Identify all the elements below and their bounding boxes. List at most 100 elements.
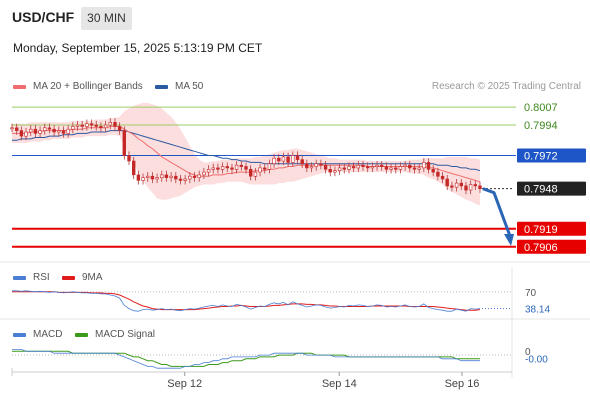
instrument-title: USD/CHF	[12, 9, 75, 25]
candle-body	[295, 155, 300, 160]
legend-macd-signal: MACD Signal	[75, 329, 155, 340]
candle-body	[478, 185, 482, 189]
macd-last-label: -0.00	[525, 355, 548, 366]
candle-body	[10, 127, 14, 130]
price-level-text: 0.7994	[524, 120, 558, 132]
x-tick-label: Sep 14	[322, 378, 357, 390]
credit-text: Research © 2025 Trading Central	[431, 81, 581, 92]
rsi-line	[12, 290, 481, 312]
legend-rsi-swatch	[13, 275, 26, 280]
candle-body	[117, 126, 122, 131]
candle-body	[211, 167, 215, 170]
legend-ma50: MA 50	[155, 81, 203, 92]
candle-body	[206, 169, 211, 173]
ma50-line	[12, 130, 481, 172]
legend-macd: MACD	[13, 329, 62, 340]
price-level-tag	[517, 239, 586, 254]
rsi-last-label: 38.14	[525, 305, 550, 316]
candle-body	[286, 156, 290, 163]
candle-body	[323, 164, 328, 170]
candle-body	[361, 164, 365, 167]
candle-body	[262, 167, 267, 170]
candle-body	[351, 166, 356, 169]
candle-body	[61, 130, 66, 134]
candle-body	[389, 167, 393, 170]
rsi-level-label: 70	[525, 288, 537, 299]
candle-body	[459, 182, 463, 187]
candle-body	[183, 178, 187, 181]
x-tick-label: Sep 16	[445, 378, 480, 390]
candle-body	[370, 166, 375, 169]
candle-body	[150, 175, 155, 180]
candle-body	[267, 163, 272, 170]
legend-rsi-ma-swatch	[62, 275, 75, 280]
rsi-ma9-line	[12, 291, 481, 311]
legend-ma50-swatch	[155, 84, 168, 89]
candle-body	[342, 167, 346, 170]
candle-body	[249, 169, 253, 177]
candle-body	[174, 175, 178, 180]
candle-body	[328, 169, 332, 173]
candle-body	[431, 169, 435, 173]
timeframe-button[interactable]: 30 MIN	[81, 7, 132, 30]
candle-body	[155, 177, 159, 180]
legend-ma20-swatch	[13, 84, 26, 89]
candle-body	[57, 130, 61, 133]
forecast-arrow	[482, 187, 512, 237]
candle-body	[146, 175, 150, 178]
candle-body	[127, 155, 131, 162]
candle-body	[71, 126, 75, 130]
candle-body	[347, 166, 351, 170]
candle-body	[103, 124, 108, 129]
candle-body	[384, 166, 389, 170]
candle-body	[258, 167, 262, 173]
candle-body	[52, 128, 56, 133]
candle-body	[164, 174, 169, 178]
candle-body	[178, 178, 183, 181]
candle-body	[24, 131, 28, 137]
macd-line	[12, 348, 480, 369]
candle-body	[445, 178, 449, 187]
candle-body	[244, 166, 248, 170]
candle-body	[66, 128, 70, 134]
legend-rsi-label: RSI	[33, 272, 50, 283]
candle-body	[253, 171, 258, 177]
legend-rsi-ma-label: 9MA	[82, 272, 103, 283]
candle-body	[230, 167, 234, 170]
price-level-label-support: 0.7906	[517, 239, 586, 254]
candle-body	[473, 184, 477, 187]
candle-body	[113, 122, 117, 127]
candle-body	[365, 166, 370, 169]
candle-body	[99, 126, 103, 129]
candle-body	[379, 164, 384, 167]
forecast-arrow-head	[504, 234, 514, 247]
price-level-text: 0.7906	[524, 242, 558, 254]
candle-body	[169, 175, 173, 178]
candle-body	[319, 163, 323, 166]
price-level-label-last: 0.7948	[517, 181, 586, 196]
legend-ma20: MA 20 + Bollinger Bands	[13, 81, 143, 92]
candle-body	[314, 163, 318, 167]
candle-body	[394, 167, 398, 170]
candle-body	[197, 174, 201, 178]
candle-body	[136, 174, 141, 181]
candle-body	[337, 167, 342, 171]
candle-body	[436, 171, 440, 177]
candle-body	[375, 164, 379, 167]
price-level-tag	[517, 181, 586, 196]
candle-body	[85, 123, 89, 127]
candle-body	[89, 123, 94, 126]
candle-body	[108, 122, 113, 126]
candle-body	[417, 167, 421, 170]
candle-body	[202, 171, 206, 176]
candle-body	[356, 164, 360, 169]
candle-body	[75, 124, 80, 127]
candle-body	[440, 175, 445, 180]
price-level-text: 0.8007	[524, 102, 558, 114]
candle-body	[141, 177, 145, 181]
legend-rsi: RSI	[13, 272, 50, 283]
legend-macd-swatch	[13, 332, 26, 337]
candle-body	[454, 182, 459, 188]
